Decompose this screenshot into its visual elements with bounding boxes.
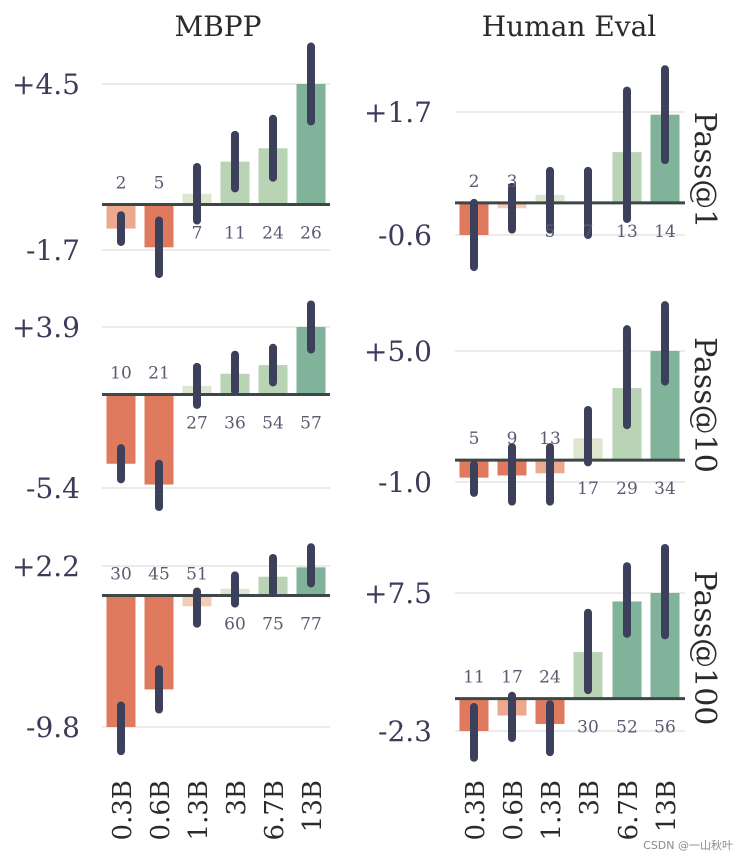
count-label-humaneval-pass100-0.6B: 17 [501, 668, 523, 688]
xtick-label-mbpp-0.3B: 0.3B [108, 780, 138, 840]
xtick-label-humaneval-3B: 3B [575, 780, 605, 816]
count-label-mbpp-pass10-6.7B: 54 [262, 414, 284, 434]
count-label-humaneval-pass1-0.3B: 2 [469, 172, 480, 192]
count-label-mbpp-pass10-1.3B: 27 [186, 414, 208, 434]
row-title-pass1: Pass@1 [687, 112, 722, 229]
ytick-label-humaneval-pass10-0: +5.0 [364, 335, 432, 368]
count-label-humaneval-pass1-0.6B: 3 [507, 172, 518, 192]
count-label-mbpp-pass100-13B: 77 [300, 615, 322, 635]
xtick-label-humaneval-13B: 13B [652, 780, 682, 832]
count-label-mbpp-pass10-13B: 57 [300, 414, 322, 434]
count-label-humaneval-pass10-0.6B: 9 [507, 429, 518, 449]
count-label-mbpp-pass1-3B: 11 [224, 223, 246, 243]
ytick-label-humaneval-pass1-0: +1.7 [364, 96, 432, 129]
count-label-humaneval-pass10-13B: 34 [654, 479, 676, 499]
count-label-humaneval-pass10-0.3B: 5 [469, 429, 480, 449]
count-label-humaneval-pass1-3B: 7 [583, 222, 594, 242]
count-label-humaneval-pass10-6.7B: 29 [616, 479, 638, 499]
count-label-mbpp-pass100-3B: 60 [224, 615, 246, 635]
count-label-mbpp-pass10-3B: 36 [224, 414, 246, 434]
count-label-mbpp-pass100-6.7B: 75 [262, 615, 284, 635]
labels: +4.5-1.72 57 11 24 26+1.7-0.62 35 7 13 14+3.9-5.… [12, 68, 682, 840]
count-label-mbpp-pass1-13B: 26 [300, 223, 322, 243]
count-label-humaneval-pass1-13B: 14 [654, 222, 676, 242]
zero-baselines [102, 201, 685, 701]
count-label-mbpp-pass100-0.6B: 45 [148, 565, 170, 585]
count-label-humaneval-pass100-6.7B: 52 [616, 718, 638, 738]
ytick-label-mbpp-pass1-0: +4.5 [12, 68, 80, 101]
ytick-label-mbpp-pass1-1: -1.7 [26, 234, 80, 267]
error-bars [117, 42, 669, 762]
count-label-humaneval-pass100-13B: 56 [654, 718, 676, 738]
count-label-humaneval-pass10-1.3B: 13 [539, 429, 561, 449]
count-label-mbpp-pass10-0.6B: 21 [148, 364, 170, 384]
watermark: CSDN @一山秋叶 [643, 838, 733, 852]
ytick-label-humaneval-pass1-1: -0.6 [378, 219, 432, 252]
count-label-mbpp-pass1-1.3B: 7 [192, 223, 203, 243]
count-label-humaneval-pass1-1.3B: 5 [545, 222, 556, 242]
xtick-label-humaneval-6.7B: 6.7B [614, 780, 644, 840]
ytick-label-mbpp-pass100-1: -9.8 [26, 711, 80, 744]
ytick-label-mbpp-pass10-1: -5.4 [26, 472, 80, 505]
ytick-label-mbpp-pass10-0: +3.9 [12, 311, 80, 344]
xtick-label-mbpp-3B: 3B [222, 780, 252, 816]
count-label-mbpp-pass100-1.3B: 51 [186, 565, 208, 585]
bars [106, 84, 680, 731]
count-label-humaneval-pass100-3B: 30 [577, 718, 599, 738]
count-label-mbpp-pass1-6.7B: 24 [262, 223, 284, 243]
count-label-mbpp-pass10-0.3B: 10 [110, 364, 132, 384]
xtick-label-humaneval-0.3B: 0.3B [461, 780, 491, 840]
xtick-label-mbpp-1.3B: 1.3B [184, 780, 214, 840]
count-label-humaneval-pass10-3B: 17 [577, 479, 599, 499]
count-label-humaneval-pass100-0.3B: 11 [463, 668, 485, 688]
xtick-label-mbpp-0.6B: 0.6B [146, 780, 176, 840]
xtick-label-mbpp-13B: 13B [298, 780, 328, 832]
xtick-label-humaneval-1.3B: 1.3B [537, 780, 567, 840]
count-label-mbpp-pass1-0.3B: 2 [116, 173, 127, 193]
column-title-mbpp: MBPP [175, 10, 262, 43]
row-title-pass10: Pass@10 [687, 337, 722, 473]
count-label-mbpp-pass100-0.3B: 30 [110, 565, 132, 585]
ytick-label-humaneval-pass100-1: -2.3 [378, 715, 432, 748]
xtick-label-mbpp-6.7B: 6.7B [260, 780, 290, 840]
ytick-label-mbpp-pass100-0: +2.2 [12, 550, 80, 583]
grid-lines [102, 83, 685, 732]
count-label-mbpp-pass1-0.6B: 5 [154, 173, 165, 193]
ytick-label-humaneval-pass10-1: -1.0 [378, 466, 432, 499]
ytick-label-humaneval-pass100-0: +7.5 [364, 577, 432, 610]
count-label-humaneval-pass100-1.3B: 24 [539, 668, 561, 688]
row-title-pass100: Pass@100 [687, 571, 722, 726]
column-title-humaneval: Human Eval [482, 10, 657, 43]
xtick-label-humaneval-0.6B: 0.6B [499, 780, 529, 840]
count-label-humaneval-pass1-6.7B: 13 [616, 222, 638, 242]
